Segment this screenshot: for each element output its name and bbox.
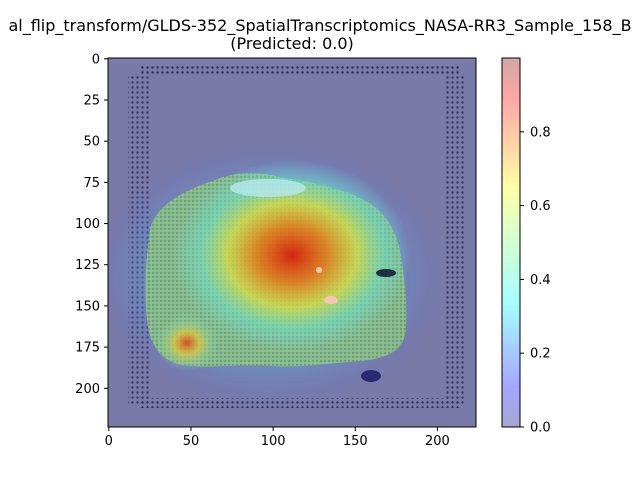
colorbar-tick-label: 0.0 [530,421,551,436]
y-tick-label: 125 [75,258,100,273]
heatmap-image [108,58,476,427]
x-tick-label: 100 [261,434,286,449]
tissue-feature-top [230,179,306,197]
tissue-feature-spot-3 [376,269,396,277]
y-tick-label: 200 [75,382,100,397]
hotspot-main [174,160,410,350]
hotspot-secondary [155,315,219,371]
y-axis: 0 25 50 75 100 125 150 175 200 [75,52,108,397]
axes-frame [107,57,477,428]
colorbar-fill [502,58,520,427]
x-tick-label: 50 [183,434,200,449]
colorbar: 0.0 0.2 0.4 0.6 0.8 [501,57,551,436]
colorbar-ticks: 0.0 0.2 0.4 0.6 0.8 [520,125,551,436]
colorbar-tick-label: 0.4 [530,273,551,288]
x-tick-label: 0 [105,434,113,449]
y-tick-label: 75 [83,176,100,191]
chart-subtitle: (Predicted: 0.0) [230,34,354,53]
x-axis: 0 50 100 150 200 [105,427,450,449]
colorbar-tick-label: 0.8 [530,125,551,140]
tissue-feature-spot-1 [324,296,338,304]
y-tick-label: 150 [75,299,100,314]
colorbar-tick-label: 0.2 [530,347,551,362]
dot-frame-right [444,74,466,404]
tissue-feature-spot-4 [361,370,381,382]
tissue-feature-spot-2 [316,267,322,273]
x-tick-label: 200 [425,434,450,449]
y-tick-label: 0 [92,52,100,67]
colorbar-tick-label: 0.6 [530,199,551,214]
y-tick-label: 175 [75,341,100,356]
y-tick-label: 100 [75,217,100,232]
y-tick-label: 50 [83,135,100,150]
colorbar-frame [501,57,521,428]
chart-title: al_flip_transform/GLDS-352_SpatialTransc… [8,16,631,36]
y-tick-label: 25 [83,94,100,109]
dot-frame-top [140,64,460,74]
x-tick-label: 150 [343,434,368,449]
